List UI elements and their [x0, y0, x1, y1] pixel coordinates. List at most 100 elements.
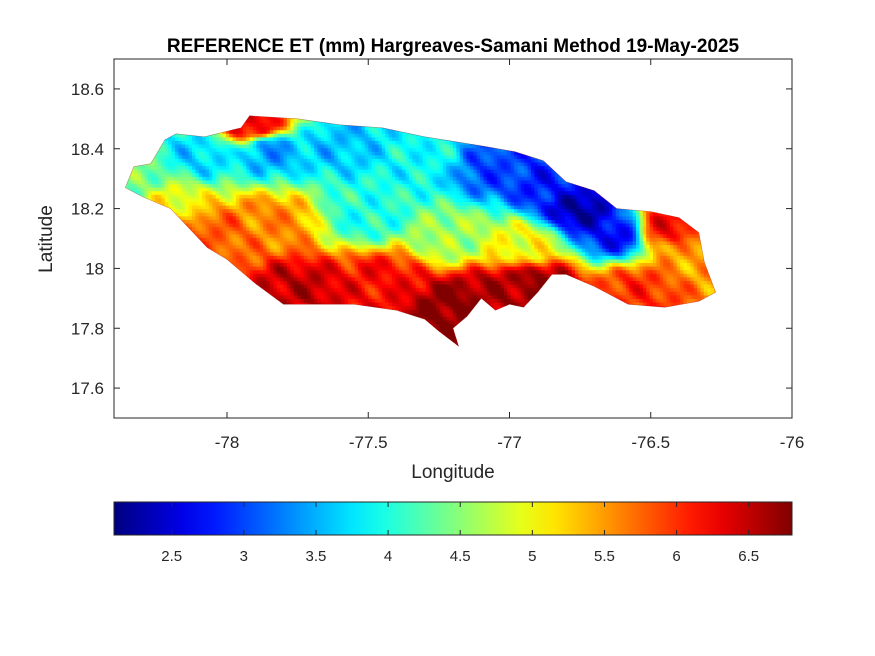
heatmap-cell [293, 147, 298, 152]
heatmap-cell [256, 222, 261, 228]
heatmap-cell [337, 269, 342, 274]
heatmap-cell [202, 179, 207, 185]
heatmap-cell [191, 161, 196, 167]
heatmap-cell [188, 208, 193, 213]
heatmap-cell [151, 190, 156, 195]
heatmap-cell [317, 298, 322, 303]
heatmap-cell [297, 154, 302, 159]
heatmap-cell [307, 194, 312, 199]
heatmap-cell [236, 169, 241, 174]
heatmap-cell [280, 291, 285, 296]
heatmap-cell [205, 230, 210, 235]
heatmap-cell [273, 147, 278, 152]
heatmap-cell [280, 118, 285, 124]
heatmap-cell [259, 244, 264, 249]
heatmap-cell [222, 187, 227, 192]
heatmap-cell [229, 172, 234, 177]
heatmap-cell [351, 266, 356, 271]
heatmap-cell [225, 176, 230, 181]
heatmap-cell [351, 176, 356, 181]
heatmap-cell [310, 165, 315, 170]
heatmap-cell [198, 222, 203, 228]
heatmap-cell [208, 201, 213, 206]
heatmap-cell [202, 233, 207, 238]
heatmap-cell [324, 226, 329, 231]
heatmap-cell [222, 183, 227, 188]
heatmap-cell [351, 276, 356, 281]
heatmap-cell [330, 143, 335, 149]
heatmap-cell [354, 280, 359, 285]
heatmap-cell [269, 215, 274, 220]
heatmap-cell [191, 226, 196, 231]
heatmap-cell [290, 151, 295, 156]
heatmap-cell [252, 222, 257, 228]
heatmap-cell [171, 176, 176, 181]
heatmap-cell [327, 273, 332, 278]
heatmap-cell [327, 179, 332, 185]
heatmap-cell [334, 230, 339, 235]
heatmap-cell [337, 248, 342, 253]
heatmap-cell [252, 179, 257, 185]
heatmap-cell [229, 190, 234, 195]
heatmap-cell [290, 226, 295, 231]
heatmap-cell [347, 301, 352, 307]
heatmap-cell [246, 143, 251, 149]
heatmap-cell [303, 276, 308, 281]
heatmap-cell [232, 219, 237, 224]
heatmap-cell [327, 194, 332, 199]
heatmap-cell [314, 179, 318, 185]
heatmap-cell [297, 187, 302, 192]
heatmap-cell [358, 255, 363, 260]
heatmap-cell [246, 140, 251, 145]
heatmap-cell [317, 262, 322, 267]
heatmap-cell [198, 215, 203, 220]
heatmap-cell [273, 165, 278, 170]
heatmap-cell [307, 298, 312, 303]
heatmap-cell [320, 176, 325, 181]
heatmap-cell [195, 226, 200, 231]
heatmap-cell [178, 158, 183, 163]
heatmap-cell [259, 219, 264, 224]
heatmap-cell [297, 183, 302, 188]
heatmap-cell [341, 248, 346, 253]
heatmap-cell [256, 129, 261, 134]
heatmap-cell [242, 226, 247, 231]
heatmap-cell [175, 179, 180, 185]
heatmap-cell [263, 118, 268, 124]
heatmap-cell [317, 176, 322, 181]
heatmap-cell [327, 126, 332, 131]
heatmap-cell [307, 276, 312, 281]
heatmap-cell [317, 248, 322, 253]
heatmap-cell [314, 140, 318, 145]
heatmap-cell [303, 273, 308, 278]
heatmap-cell [242, 190, 247, 195]
heatmap-cell [303, 240, 308, 246]
heatmap-cell [300, 136, 305, 141]
heatmap-cell [242, 237, 247, 242]
heatmap-cell [185, 161, 190, 167]
heatmap-cell [276, 258, 281, 264]
heatmap-cell [161, 194, 166, 199]
heatmap-cell [358, 219, 363, 224]
heatmap-cell [252, 115, 257, 120]
heatmap-cell [222, 136, 227, 141]
heatmap-cell [144, 187, 149, 192]
heatmap-cell [344, 187, 349, 192]
heatmap-cell [290, 280, 295, 285]
heatmap-cell [283, 251, 288, 256]
heatmap-cell [290, 201, 295, 206]
heatmap-cell [286, 140, 291, 145]
heatmap-cell [337, 169, 342, 174]
heatmap-cell [320, 194, 325, 199]
heatmap-cell [283, 258, 288, 264]
heatmap-cell [188, 147, 193, 152]
heatmap-cell [314, 287, 318, 292]
heatmap-cell [219, 201, 224, 206]
heatmap-cell [337, 276, 342, 281]
heatmap-cell [283, 248, 288, 253]
heatmap-cell [283, 197, 288, 202]
heatmap-cell [205, 212, 210, 217]
heatmap-cell [175, 212, 180, 217]
heatmap-cell [191, 230, 196, 235]
heatmap-cell [198, 158, 203, 163]
